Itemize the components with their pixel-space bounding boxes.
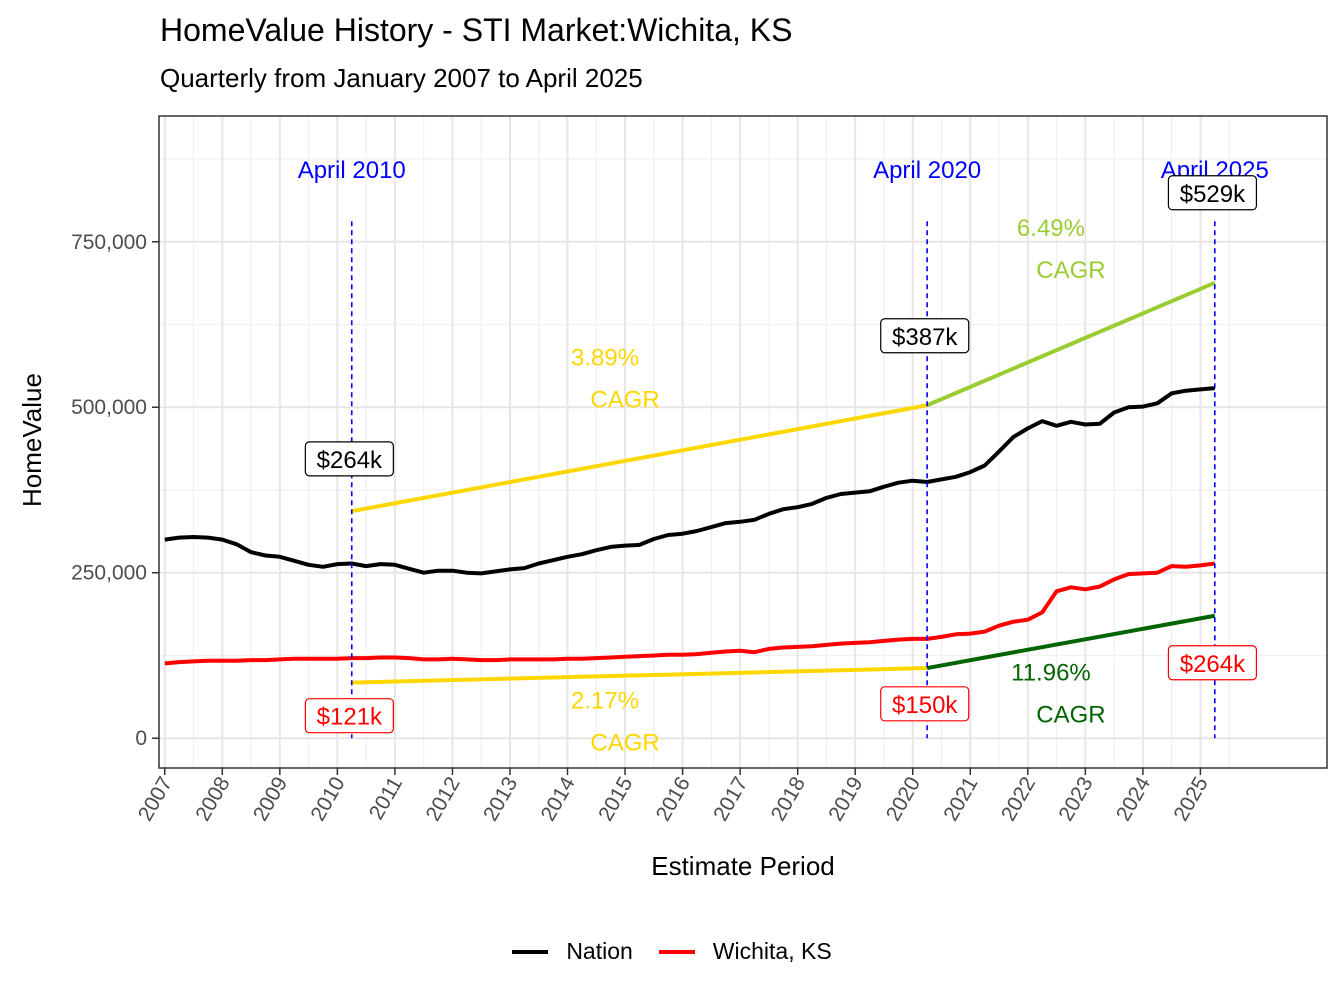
value-label: $387k — [892, 324, 958, 351]
y-tick-label: 250,000 — [71, 562, 147, 585]
x-tick-label: 2012 — [421, 773, 464, 825]
y-axis: 0 250,000 500,000 750,000 — [71, 231, 159, 750]
legend-item-market: Wichita, KS — [658, 938, 832, 965]
cagr-line — [926, 280, 1216, 408]
legend-item-nation: Nation — [512, 938, 633, 965]
x-tick-label: 2018 — [767, 773, 810, 825]
value-label-box — [1167, 645, 1258, 681]
cagr-line — [351, 403, 928, 514]
legend-label-market: Wichita, KS — [712, 938, 832, 964]
cagr-trend-lines — [351, 280, 1216, 685]
x-tick-label: 2007 — [134, 773, 177, 825]
chart-title: HomeValue History - STI Market:Wichita, … — [160, 12, 793, 48]
cagr-word-label: CAGR — [1036, 702, 1105, 729]
value-label-box — [880, 318, 970, 354]
y-tick-label: 0 — [135, 727, 147, 750]
value-label-box — [304, 698, 394, 734]
x-tick-label: 2019 — [824, 773, 867, 825]
value-label: $529k — [1180, 181, 1246, 208]
value-label: $264k — [317, 447, 383, 474]
cagr-line — [926, 613, 1216, 671]
value-label: $264k — [1180, 651, 1246, 678]
x-tick-label: 2009 — [249, 773, 292, 825]
y-tick-label: 500,000 — [71, 396, 147, 419]
x-tick-label: 2021 — [939, 773, 982, 825]
x-tick-label: 2010 — [306, 773, 349, 825]
x-tick-label: 2020 — [882, 773, 925, 825]
x-axis-title: Estimate Period — [651, 851, 835, 881]
chart-subtitle: Quarterly from January 2007 to April 202… — [160, 63, 643, 93]
x-axis: 2007 2008 2009 2010 2011 2012 2013 2014 2015 2016… — [134, 768, 1213, 825]
cagr-word-label: CAGR — [1036, 257, 1105, 284]
x-tick-label: 2024 — [1112, 773, 1155, 825]
cagr-word-label: CAGR — [590, 729, 659, 756]
cagr-percent-label: 3.89% — [571, 345, 639, 372]
value-label: $121k — [317, 704, 383, 731]
y-tick-label: 750,000 — [71, 231, 147, 254]
plot-border — [158, 115, 1328, 769]
x-tick-label: 2017 — [709, 773, 752, 825]
series-line-market — [164, 561, 1216, 666]
data-series — [164, 386, 1216, 666]
x-tick-label: 2015 — [594, 773, 637, 825]
legend-key-market — [658, 949, 695, 954]
x-tick-label: 2025 — [1169, 773, 1212, 825]
legend-label-nation: Nation — [566, 938, 633, 964]
cagr-line — [351, 666, 928, 685]
cagr-word-label: CAGR — [590, 387, 659, 414]
series-line-nation — [164, 386, 1215, 576]
x-tick-label: 2022 — [997, 773, 1040, 825]
value-label-box — [1167, 175, 1258, 211]
period-marker-label: April 2010 — [298, 157, 406, 184]
period-marker-label: April 2020 — [873, 157, 981, 184]
cagr-percent-label: 2.17% — [571, 687, 639, 714]
x-tick-label: 2011 — [365, 773, 408, 824]
y-axis-title: HomeValue — [17, 373, 47, 507]
value-label-box — [880, 686, 970, 722]
annotations: 3.89% CAGR 6.49% CAGR 2.17% CAGR 11.96% CAGR $26… — [304, 175, 1258, 756]
x-tick-label: 2008 — [191, 773, 234, 825]
legend: Nation Wichita, KS — [0, 938, 1344, 965]
x-tick-label: 2016 — [652, 773, 695, 825]
cagr-percent-label: 6.49% — [1017, 215, 1085, 242]
cagr-percent-label: 11.96% — [1011, 660, 1091, 687]
x-tick-label: 2014 — [537, 773, 580, 825]
value-label-box — [304, 441, 394, 477]
legend-key-nation — [512, 949, 549, 954]
x-tick-label: 2023 — [1054, 773, 1097, 825]
minor-gridlines — [159, 116, 1327, 768]
value-label: $150k — [892, 692, 958, 719]
x-tick-label: 2013 — [479, 773, 522, 825]
